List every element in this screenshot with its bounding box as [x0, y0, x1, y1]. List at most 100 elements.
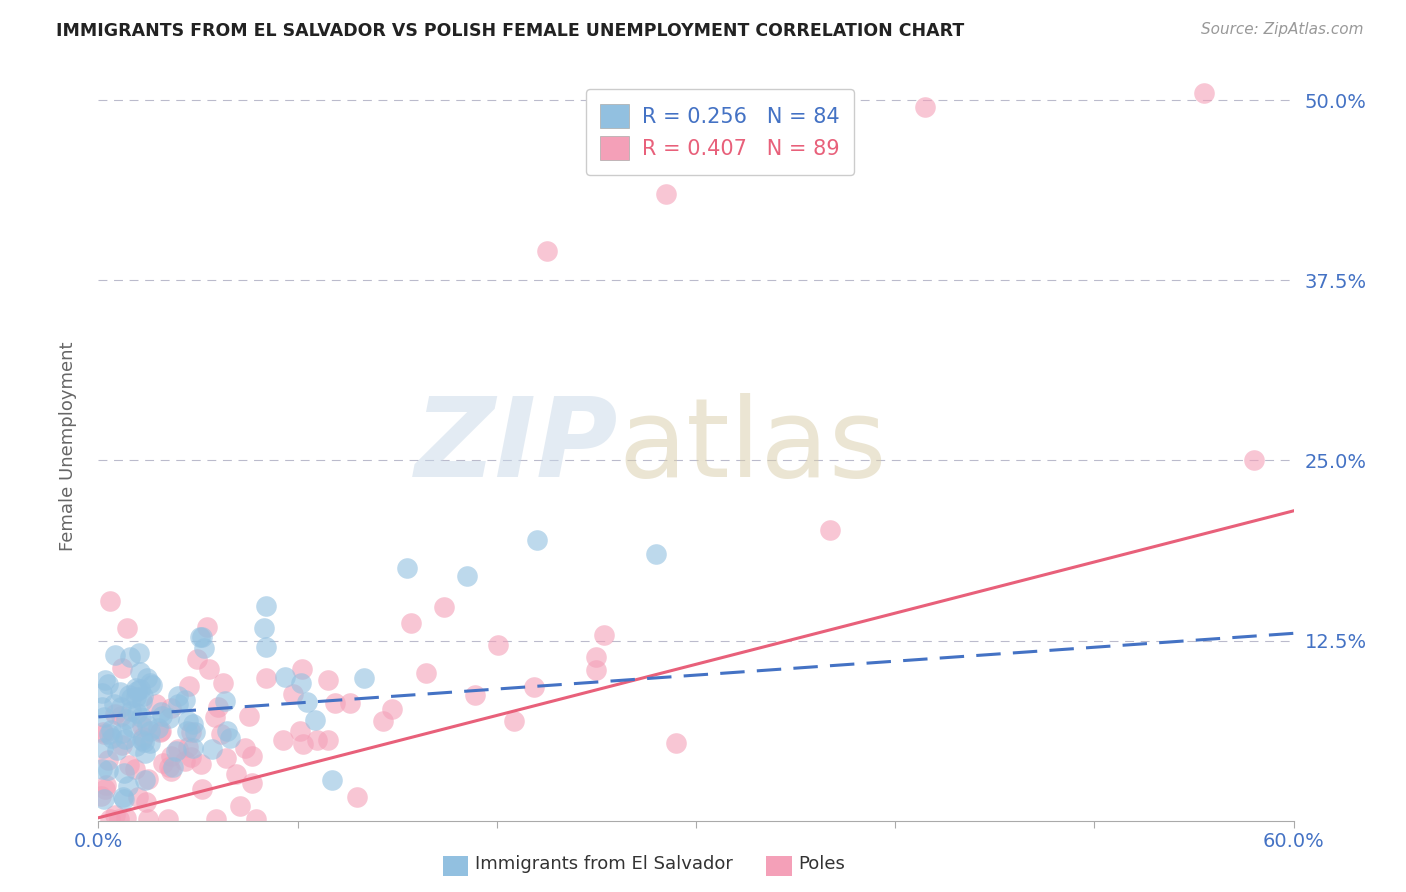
Point: [254, 671, 277, 685]
Point: [297, 695, 319, 709]
Point: [111, 738, 134, 752]
Point: [121, 720, 143, 734]
Point: [159, 764, 181, 779]
Point: [818, 523, 841, 537]
Point: [396, 561, 419, 575]
Point: [105, 742, 128, 756]
Point: [136, 812, 159, 826]
Point: [173, 693, 195, 707]
Point: [91, 725, 114, 739]
Point: [214, 694, 236, 708]
Point: [399, 616, 422, 631]
Point: [456, 568, 478, 582]
Point: [526, 533, 548, 547]
Point: [914, 100, 936, 114]
Point: [304, 713, 326, 727]
Point: [110, 700, 132, 714]
Point: [112, 792, 135, 806]
Point: [93, 710, 115, 724]
Point: [176, 723, 198, 738]
Point: [191, 630, 214, 644]
Point: [292, 737, 315, 751]
Point: [209, 727, 232, 741]
Point: [464, 688, 486, 702]
Point: [180, 724, 202, 739]
Point: [173, 754, 195, 768]
Point: [108, 812, 131, 826]
Point: [252, 621, 274, 635]
Point: [139, 736, 162, 750]
Point: [162, 760, 184, 774]
Point: [97, 753, 120, 767]
Point: [339, 697, 361, 711]
Point: [129, 681, 152, 696]
Point: [592, 628, 614, 642]
Point: [316, 733, 339, 747]
Point: [98, 594, 121, 608]
Point: [96, 779, 118, 793]
Point: [281, 687, 304, 701]
Point: [127, 790, 149, 805]
Point: [132, 689, 155, 703]
Point: [146, 721, 169, 735]
Text: Source: ZipAtlas.com: Source: ZipAtlas.com: [1201, 22, 1364, 37]
Point: [120, 690, 142, 705]
Point: [152, 756, 174, 770]
Point: [181, 716, 204, 731]
Point: [139, 676, 162, 690]
Point: [132, 730, 155, 744]
Point: [152, 708, 174, 723]
Point: [114, 712, 136, 726]
Point: [242, 776, 264, 790]
Point: [135, 672, 157, 686]
Point: [215, 723, 238, 738]
Point: [502, 714, 524, 728]
Point: [433, 599, 456, 614]
Point: [134, 746, 156, 760]
Point: [371, 714, 394, 729]
Point: [177, 679, 200, 693]
Point: [207, 700, 229, 714]
Point: [104, 648, 127, 662]
Point: [177, 714, 200, 729]
Point: [131, 732, 153, 747]
Point: [111, 726, 134, 740]
Point: [129, 710, 152, 724]
Point: [186, 652, 208, 666]
Point: [381, 702, 404, 716]
Point: [655, 186, 678, 201]
Point: [157, 760, 180, 774]
Point: [288, 723, 311, 738]
Point: [101, 731, 124, 745]
Point: [141, 678, 163, 692]
Point: [180, 750, 202, 764]
Point: [131, 719, 153, 733]
Point: [90, 789, 112, 803]
Point: [125, 690, 148, 705]
Point: [254, 599, 277, 613]
Point: [124, 762, 146, 776]
Point: [167, 698, 190, 712]
Point: [814, 122, 837, 136]
Point: [238, 709, 260, 723]
Point: [149, 724, 172, 739]
Point: [114, 811, 136, 825]
Point: [271, 732, 294, 747]
Point: [100, 723, 122, 737]
Text: Immigrants from El Salvador: Immigrants from El Salvador: [475, 855, 733, 873]
Point: [134, 795, 156, 809]
Point: [124, 739, 146, 754]
Text: IMMIGRANTS FROM EL SALVADOR VS POLISH FEMALE UNEMPLOYMENT CORRELATION CHART: IMMIGRANTS FROM EL SALVADOR VS POLISH FE…: [56, 22, 965, 40]
Point: [136, 772, 159, 786]
Point: [104, 706, 127, 721]
Point: [135, 718, 157, 732]
Point: [91, 686, 114, 700]
Point: [115, 621, 138, 635]
Point: [103, 697, 125, 711]
Point: [205, 812, 228, 826]
Point: [212, 675, 235, 690]
Point: [240, 748, 263, 763]
Point: [110, 661, 132, 675]
Point: [159, 748, 181, 763]
Point: [94, 673, 117, 688]
